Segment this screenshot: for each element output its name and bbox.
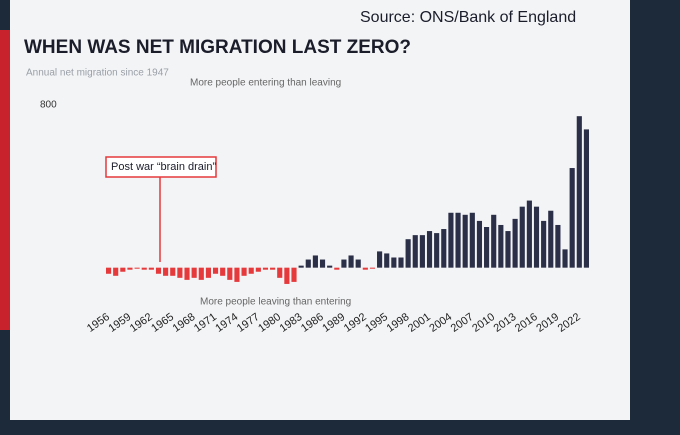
bar — [419, 235, 425, 268]
bar — [327, 265, 333, 268]
bar — [541, 220, 547, 268]
bar — [583, 129, 590, 268]
bar — [241, 267, 247, 276]
bar — [462, 214, 468, 268]
y-tick-label: 800 — [40, 100, 57, 111]
annotation: More people entering than leaving — [190, 78, 341, 89]
chart-title: WHEN WAS NET MIGRATION LAST ZERO? — [24, 37, 411, 58]
screen-edge — [0, 30, 10, 330]
bar — [555, 224, 561, 268]
bar — [348, 255, 354, 268]
bar — [127, 267, 133, 270]
bar — [391, 257, 397, 268]
bar — [369, 267, 376, 269]
bar — [148, 267, 154, 270]
subtitle: Annual net migration since 1947 — [26, 68, 169, 79]
bar — [576, 116, 582, 268]
bar — [113, 267, 119, 276]
bar — [163, 267, 169, 276]
bar — [177, 267, 183, 278]
bar — [205, 267, 211, 278]
bar — [519, 206, 525, 268]
bar — [155, 267, 162, 274]
bar — [120, 267, 126, 272]
callout-text: Post war “brain drain” — [111, 161, 216, 173]
bar — [377, 251, 383, 268]
bar — [434, 233, 440, 268]
bar — [334, 267, 340, 270]
bar — [262, 267, 269, 270]
bar — [305, 259, 311, 268]
bar — [405, 239, 411, 268]
bar — [562, 249, 568, 268]
bar — [291, 267, 297, 282]
bar — [484, 227, 490, 268]
bar — [384, 253, 390, 268]
bar — [312, 255, 318, 268]
bar — [270, 267, 276, 270]
bar — [191, 267, 197, 278]
bar — [569, 168, 575, 268]
bar — [255, 267, 261, 272]
bar — [355, 259, 361, 268]
bar — [512, 218, 518, 268]
bar — [362, 267, 368, 270]
screen — [10, 0, 630, 420]
bar — [212, 267, 219, 274]
bar — [234, 267, 240, 282]
bar — [412, 235, 418, 268]
bar — [426, 231, 433, 268]
bar — [526, 200, 532, 268]
bar — [476, 220, 483, 268]
bar — [277, 267, 283, 278]
bar — [227, 267, 233, 280]
bar — [341, 259, 347, 268]
bar — [198, 267, 204, 280]
bar — [220, 267, 226, 276]
bar — [455, 212, 461, 268]
bar — [441, 229, 447, 268]
bar — [398, 257, 404, 268]
bar — [469, 212, 475, 268]
bar — [284, 267, 290, 284]
bar — [170, 267, 176, 276]
bar — [105, 267, 112, 274]
bar — [498, 224, 504, 268]
bar — [141, 267, 147, 270]
bar — [248, 267, 254, 274]
bar — [319, 259, 326, 268]
bar — [298, 265, 304, 268]
bar — [134, 267, 140, 269]
bar — [448, 212, 454, 268]
annotation: More people leaving than entering — [200, 297, 351, 308]
bar — [184, 267, 190, 280]
bar — [533, 206, 540, 268]
bar — [491, 214, 497, 268]
callout-box — [105, 156, 217, 178]
source: Source: ONS/Bank of England — [360, 9, 576, 26]
bar — [505, 231, 511, 268]
bar — [548, 210, 554, 268]
